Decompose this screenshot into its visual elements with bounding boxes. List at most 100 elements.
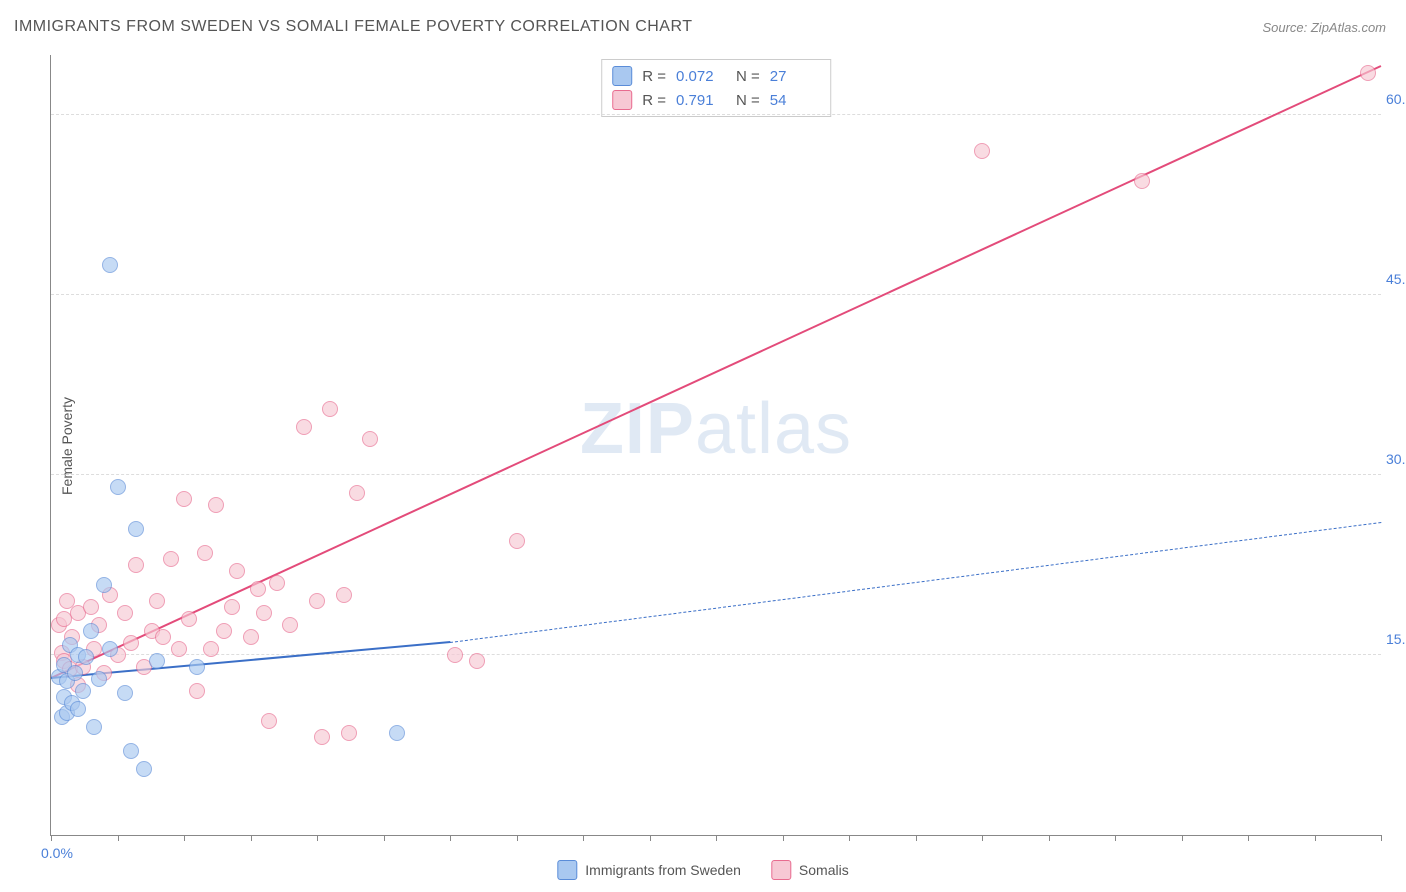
x-tick [450, 835, 451, 841]
swatch-blue-icon [612, 66, 632, 86]
x-tick [849, 835, 850, 841]
gridline [51, 114, 1381, 115]
pink-r-value: 0.791 [676, 92, 726, 109]
data-point [171, 641, 187, 657]
x-tick [650, 835, 651, 841]
data-point [269, 575, 285, 591]
legend-item-pink: Somalis [771, 860, 849, 880]
data-point [362, 431, 378, 447]
data-point [469, 653, 485, 669]
data-point [123, 743, 139, 759]
data-point [309, 593, 325, 609]
x-tick [118, 835, 119, 841]
data-point [282, 617, 298, 633]
data-point [163, 551, 179, 567]
x-tick [716, 835, 717, 841]
data-point [336, 587, 352, 603]
data-point [250, 581, 266, 597]
watermark-zip: ZIP [580, 389, 695, 469]
data-point [1360, 65, 1376, 81]
r-label: R = [642, 92, 666, 109]
data-point [155, 629, 171, 645]
data-point [67, 665, 83, 681]
data-point [216, 623, 232, 639]
legend-row-blue: R = 0.072 N = 27 [612, 64, 820, 88]
data-point [1134, 173, 1150, 189]
data-point [349, 485, 365, 501]
x-tick [517, 835, 518, 841]
data-point [256, 605, 272, 621]
data-point [189, 659, 205, 675]
y-tick-label: 15.0% [1386, 631, 1406, 647]
data-point [96, 577, 112, 593]
series-legend: Immigrants from Sweden Somalis [557, 860, 848, 880]
legend-item-blue: Immigrants from Sweden [557, 860, 741, 880]
gridline [51, 474, 1381, 475]
x-tick [251, 835, 252, 841]
pink-n-value: 54 [770, 92, 820, 109]
pink-series-label: Somalis [799, 862, 849, 878]
swatch-pink-icon [612, 90, 632, 110]
data-point [243, 629, 259, 645]
data-point [70, 701, 86, 717]
data-point [149, 653, 165, 669]
data-point [296, 419, 312, 435]
data-point [261, 713, 277, 729]
y-tick-label: 60.0% [1386, 91, 1406, 107]
data-point [176, 491, 192, 507]
data-point [75, 683, 91, 699]
data-point [389, 725, 405, 741]
blue-series-label: Immigrants from Sweden [585, 862, 741, 878]
data-point [102, 257, 118, 273]
x-tick [1248, 835, 1249, 841]
data-point [974, 143, 990, 159]
data-point [123, 635, 139, 651]
data-point [189, 683, 205, 699]
trend-line [450, 522, 1381, 643]
data-point [136, 761, 152, 777]
correlation-legend: R = 0.072 N = 27 R = 0.791 N = 54 [601, 59, 831, 117]
gridline [51, 654, 1381, 655]
x-tick [1182, 835, 1183, 841]
y-tick-label: 30.0% [1386, 451, 1406, 467]
source-attribution: Source: ZipAtlas.com [1262, 20, 1386, 35]
watermark: ZIPatlas [580, 388, 852, 470]
watermark-atlas: atlas [695, 389, 852, 469]
data-point [102, 641, 118, 657]
x-tick [384, 835, 385, 841]
x-tick [184, 835, 185, 841]
n-label: N = [736, 92, 760, 109]
blue-n-value: 27 [770, 68, 820, 85]
data-point [509, 533, 525, 549]
x-tick [583, 835, 584, 841]
y-tick-label: 45.0% [1386, 271, 1406, 287]
blue-r-value: 0.072 [676, 68, 726, 85]
data-point [110, 479, 126, 495]
x-tick [1381, 835, 1382, 841]
data-point [117, 605, 133, 621]
r-label: R = [642, 68, 666, 85]
data-point [229, 563, 245, 579]
gridline [51, 294, 1381, 295]
swatch-blue-icon [557, 860, 577, 880]
data-point [78, 649, 94, 665]
x-tick [51, 835, 52, 841]
x-tick [1315, 835, 1316, 841]
data-point [128, 521, 144, 537]
x-axis-min-label: 0.0% [41, 845, 73, 861]
data-point [128, 557, 144, 573]
data-point [224, 599, 240, 615]
n-label: N = [736, 68, 760, 85]
data-point [149, 593, 165, 609]
data-point [447, 647, 463, 663]
data-point [322, 401, 338, 417]
x-tick [783, 835, 784, 841]
data-point [208, 497, 224, 513]
data-point [91, 671, 107, 687]
chart-title: IMMIGRANTS FROM SWEDEN VS SOMALI FEMALE … [14, 18, 693, 36]
swatch-pink-icon [771, 860, 791, 880]
data-point [314, 729, 330, 745]
x-tick [1115, 835, 1116, 841]
data-point [86, 719, 102, 735]
scatter-plot-area: ZIPatlas 0.0% 50.0% R = 0.072 N = 27 R =… [50, 55, 1381, 836]
